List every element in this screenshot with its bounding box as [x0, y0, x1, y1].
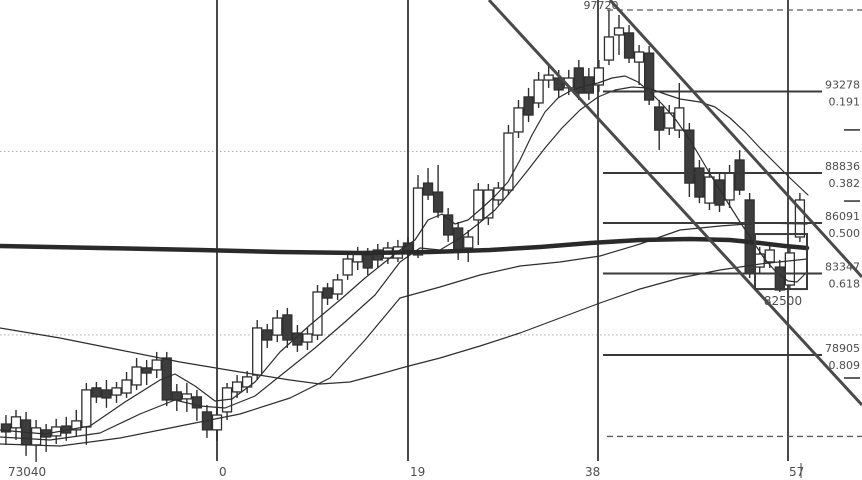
- fib-price-label: 88836: [825, 160, 860, 173]
- fib-ratio-label: 0.191: [829, 95, 861, 108]
- candle-bearish: [442, 214, 454, 236]
- candle-bullish: [71, 420, 82, 431]
- candle-bullish: [412, 187, 424, 256]
- candle-bearish: [422, 182, 434, 196]
- candle-bearish: [141, 367, 152, 374]
- candle-bullish: [272, 317, 283, 336]
- candle-bullish: [151, 359, 162, 371]
- candle-bearish: [694, 167, 705, 198]
- candle-bullish: [231, 381, 243, 393]
- candle-bullish: [312, 291, 323, 336]
- high-price-label: 97720: [584, 0, 619, 12]
- candle-bearish: [654, 106, 665, 131]
- candle-bullish: [593, 67, 605, 86]
- candle-bullish: [30, 427, 42, 446]
- candle-bearish: [523, 96, 534, 116]
- candle-bullish: [131, 366, 142, 386]
- candle-bullish: [211, 414, 223, 431]
- x-axis-label: 0: [219, 465, 227, 479]
- fib-price-label: 83347: [825, 261, 860, 274]
- x-axis-label: 57: [789, 465, 804, 479]
- fibonacci-levels[interactable]: [603, 90, 822, 356]
- candle-bullish: [674, 107, 685, 131]
- candle-bullish: [10, 416, 22, 429]
- trendline-channel-upper[interactable]: [487, 0, 862, 407]
- candle-bearish: [282, 314, 293, 341]
- candle-bearish: [774, 266, 785, 291]
- candle-bearish: [684, 129, 695, 184]
- candle-bullish: [252, 327, 263, 376]
- candle-bearish: [0, 423, 12, 433]
- candle-bullish: [493, 187, 504, 201]
- candle-bearish: [362, 254, 373, 269]
- candle-bearish: [322, 287, 333, 299]
- candle-bullish: [181, 393, 193, 400]
- candle-bullish: [794, 199, 806, 238]
- candle-bullish: [483, 189, 494, 219]
- price-rectangle-annotation[interactable]: [754, 233, 808, 291]
- candle-bullish: [724, 172, 735, 201]
- candle-bearish: [734, 159, 745, 191]
- candle-bullish: [302, 333, 313, 343]
- candle-bearish: [714, 179, 725, 206]
- trend-channel[interactable]: [487, 0, 862, 407]
- ma-fast: [0, 75, 808, 435]
- candle-bullish: [533, 79, 544, 104]
- fib-dashed-lines[interactable]: [607, 9, 862, 438]
- candle-bearish: [171, 391, 182, 401]
- candle-bearish: [292, 332, 303, 346]
- right-axis-ticks: [844, 129, 860, 379]
- candle-bullish: [633, 51, 645, 63]
- candle-bullish: [473, 189, 484, 221]
- candle-bearish: [262, 329, 273, 341]
- fib-ratio-label: 0.809: [829, 359, 861, 372]
- fib-ratio-label: 0.382: [829, 177, 861, 190]
- x-axis-label: 38: [585, 465, 600, 479]
- candle-bearish: [101, 389, 112, 399]
- candle-bearish: [191, 396, 203, 409]
- candle-bearish: [432, 191, 444, 213]
- candle-bullish: [342, 258, 353, 276]
- ma-long: [0, 258, 808, 385]
- chart-labels: 93278 0.191 88836 0.382 86091 0.500 83347 0.618…: [8, 0, 860, 479]
- candle-bearish: [623, 32, 635, 59]
- candle-bearish: [573, 67, 584, 94]
- candle-bullish: [463, 236, 474, 249]
- fib-ratio-label: 0.618: [829, 278, 861, 291]
- candle-bullish: [121, 379, 132, 394]
- trendline-channel-lower[interactable]: [608, 0, 862, 279]
- candle-bullish: [81, 389, 92, 428]
- candle-bullish: [503, 132, 514, 191]
- candle-bullish: [704, 176, 715, 204]
- fib-ratio-label: 0.500: [829, 227, 861, 240]
- candle-bullish: [603, 36, 615, 61]
- candle-bullish: [111, 387, 122, 396]
- candle-bullish: [543, 74, 554, 81]
- fib-price-label: 78905: [825, 342, 860, 355]
- rectangle-price-label: 82500: [764, 294, 802, 308]
- fib-price-label: 86091: [825, 210, 860, 223]
- candles: [0, 10, 806, 462]
- candle-bullish: [613, 27, 625, 36]
- candle-bullish: [784, 252, 795, 286]
- candle-bearish: [553, 77, 564, 91]
- ma-slow: [0, 222, 808, 447]
- ma-200-thick: [0, 236, 810, 256]
- x-axis-label: 19: [410, 465, 425, 479]
- candle-bullish: [241, 376, 253, 388]
- candle-bullish: [513, 107, 524, 133]
- ma-medium: [0, 86, 809, 441]
- fib-price-label: 93278: [825, 78, 860, 91]
- candle-bearish: [644, 52, 655, 101]
- moving-averages: [0, 75, 810, 447]
- x-axis-label: 73040: [8, 465, 46, 479]
- candle-bearish: [91, 387, 102, 398]
- candle-bullish: [764, 249, 775, 263]
- candle-bullish: [332, 279, 343, 295]
